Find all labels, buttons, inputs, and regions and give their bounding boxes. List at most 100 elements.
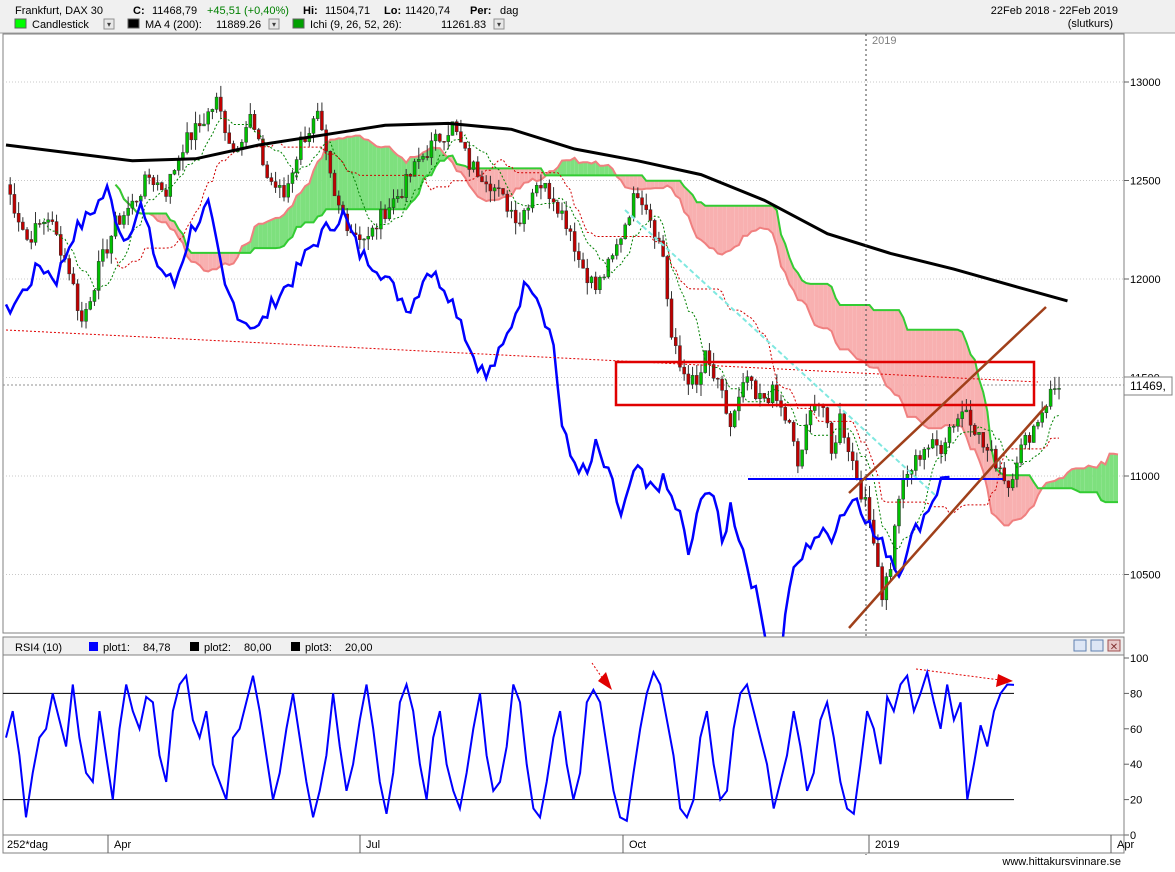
- bull-candle: [122, 215, 126, 225]
- cloud-segment: [364, 139, 369, 210]
- legend-dropdown-button[interactable]: [103, 18, 115, 30]
- bear-candle: [269, 177, 274, 182]
- rsi-divergence-arrow-1: [591, 662, 608, 686]
- cloud-segment: [684, 186, 689, 217]
- bull-candle: [543, 182, 547, 189]
- legend-dropdown-button[interactable]: [268, 18, 280, 30]
- rsi-legend-swatch: [291, 642, 300, 651]
- annotations: [5, 209, 1047, 629]
- bull-candle: [522, 210, 526, 225]
- period-value: dag: [500, 5, 518, 17]
- bear-candle: [75, 283, 80, 311]
- bear-candle: [846, 437, 851, 453]
- bear-candle: [850, 451, 855, 461]
- cloud-segment: [920, 329, 925, 426]
- bull-candle: [808, 410, 813, 426]
- cloud-segment: [823, 283, 828, 329]
- panel-close-button[interactable]: [1107, 639, 1121, 652]
- cloud-segment: [928, 329, 933, 429]
- bear-candle: [324, 129, 328, 152]
- bear-candle: [1006, 480, 1011, 489]
- bear-candle: [332, 172, 337, 197]
- resistance-zone: [614, 360, 1036, 407]
- change-value: +45,51 (+0,40%): [207, 5, 289, 17]
- arrow-head-icon: [598, 672, 612, 690]
- bear-candle: [766, 398, 771, 404]
- cloud-segment: [225, 252, 230, 265]
- bull-candle: [290, 172, 295, 184]
- cloud-segment: [587, 162, 592, 176]
- bear-candle: [564, 210, 568, 229]
- cloud-segment: [494, 168, 499, 200]
- bear-candle: [829, 422, 834, 454]
- bear-candle: [568, 228, 573, 232]
- bear-candle: [147, 174, 151, 178]
- bear-candle: [665, 256, 670, 300]
- bull-candle: [741, 382, 745, 398]
- bear-candle: [50, 219, 55, 222]
- cloud-segment: [1050, 480, 1055, 489]
- senkou-span-a: [114, 134, 1119, 527]
- bull-candle: [412, 161, 417, 177]
- panel-restore-button[interactable]: [1073, 639, 1087, 652]
- cloud-segment: [907, 329, 912, 417]
- cloud-segment: [338, 138, 343, 210]
- bear-candle: [918, 455, 922, 460]
- rsi-legend-swatch: [89, 642, 98, 651]
- cloud-segment: [810, 283, 815, 325]
- cloud-segment: [701, 202, 706, 244]
- cloud-segment: [730, 205, 735, 251]
- ma-line: [5, 121, 1068, 303]
- bull-candle: [901, 478, 905, 500]
- time-axis-labels: Apr Jul Oct 2019 Apr: [107, 835, 1134, 853]
- cloud-segment: [898, 310, 904, 405]
- bear-candle: [198, 123, 202, 127]
- bear-candle: [673, 337, 678, 346]
- cloud-segment: [275, 217, 280, 249]
- bull-candle: [370, 227, 375, 237]
- bear-candle: [518, 222, 522, 225]
- bull-candle: [526, 207, 531, 211]
- bear-candle: [644, 204, 648, 210]
- cloud-segment: [734, 205, 739, 247]
- cloud-segment: [675, 180, 680, 199]
- bull-candle: [42, 222, 46, 225]
- low-value: 11420,74: [405, 5, 450, 17]
- cloud-segment: [1105, 453, 1110, 503]
- cloud-segment: [713, 205, 718, 254]
- x-tick-label: Oct: [629, 839, 646, 851]
- bull-candle: [699, 372, 703, 385]
- chevron-down-icon: ▾: [497, 20, 501, 29]
- panel-settings-button[interactable]: [1090, 639, 1104, 652]
- cloud-segment: [957, 329, 963, 427]
- bear-candle: [547, 182, 552, 200]
- cloud-segment: [258, 223, 263, 249]
- cloud-segment: [1109, 453, 1114, 503]
- bear-candle: [636, 193, 640, 198]
- bull-candle: [560, 210, 564, 214]
- bull-candle: [589, 276, 594, 284]
- x-tick-label: 2019: [875, 839, 899, 851]
- bear-candle: [328, 151, 333, 174]
- bear-candle: [488, 183, 493, 192]
- cloud-segment: [755, 205, 760, 231]
- bull-candle: [214, 96, 219, 110]
- bear-candle: [463, 141, 467, 149]
- bull-candle: [101, 249, 105, 262]
- header-bar: [0, 0, 1175, 33]
- cloud-segment: [578, 162, 584, 176]
- cloud-segment: [296, 192, 301, 227]
- bear-candle: [219, 96, 223, 112]
- cloud-segment: [1059, 477, 1064, 489]
- bull-candle: [1023, 435, 1028, 446]
- cloud-segment: [844, 305, 849, 350]
- year-marker: 2019: [872, 35, 896, 47]
- cloud-segment: [983, 392, 988, 489]
- cloud-segment: [359, 135, 365, 210]
- cloud-segment: [599, 165, 605, 176]
- legend-dropdown-button[interactable]: [493, 18, 505, 30]
- legend-swatch: [292, 18, 305, 29]
- cloud-segment: [351, 135, 356, 210]
- bear-candle: [981, 432, 985, 448]
- cloud-segment: [979, 379, 984, 472]
